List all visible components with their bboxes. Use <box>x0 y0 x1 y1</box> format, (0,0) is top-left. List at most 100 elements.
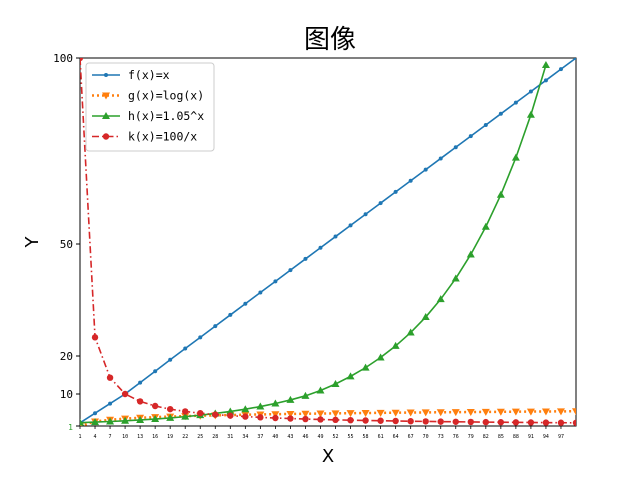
xtick-label: 1 <box>78 434 81 440</box>
legend-label: h(x)=1.05^x <box>128 109 204 123</box>
point-g-x-43 <box>286 410 295 418</box>
point-g-x-73 <box>436 409 445 417</box>
point-h-x-10 <box>121 416 130 424</box>
ytick-label: 1 <box>68 423 73 432</box>
legend-label: k(x)=100/x <box>128 130 197 144</box>
point-h-x-46 <box>301 391 310 399</box>
point-h-x-31 <box>226 407 235 415</box>
legend-label: f(x)=x <box>128 68 170 82</box>
xtick-label: 13 <box>137 434 143 440</box>
point-g-x-76 <box>451 409 460 417</box>
point-f-x-43 <box>288 268 293 273</box>
point-k-x-58 <box>362 417 369 424</box>
point-h-x-13 <box>136 415 145 423</box>
point-k-x-16 <box>151 402 159 410</box>
xtick-label: 58 <box>363 434 369 440</box>
point-f-x-28 <box>213 324 218 329</box>
xtick-label: 88 <box>513 434 519 440</box>
plot-frame <box>79 57 577 427</box>
point-f-x-31 <box>228 312 233 317</box>
point-g-x-91 <box>526 408 535 416</box>
line-f-x <box>80 58 576 424</box>
point-g-x-94 <box>541 408 550 416</box>
point-f-x-55 <box>348 223 353 228</box>
point-h-x-70 <box>421 313 430 321</box>
point-f-x-85 <box>498 111 503 116</box>
y-axis-label: Y <box>22 236 43 249</box>
point-k-x-34 <box>242 413 249 420</box>
point-f-x-94 <box>543 78 548 83</box>
point-k-x-1 <box>80 58 84 62</box>
xtick-label: 55 <box>348 434 354 440</box>
point-f-x-100 <box>574 58 576 60</box>
point-f-x-88 <box>513 100 518 105</box>
xtick-label: 67 <box>408 434 414 440</box>
xtick-label: 28 <box>212 434 218 440</box>
point-k-x-76 <box>452 418 459 425</box>
legend-item-f-x: f(x)=x <box>92 68 170 82</box>
chart-title: 图像 <box>304 25 356 55</box>
point-h-x-55 <box>346 372 355 380</box>
legend-marker <box>102 112 110 119</box>
point-h-x-79 <box>466 250 475 258</box>
point-f-x-34 <box>243 301 248 306</box>
point-h-x-16 <box>151 415 160 423</box>
point-f-x-49 <box>318 245 323 250</box>
point-h-x-1 <box>80 418 84 426</box>
point-k-x-4 <box>91 334 99 341</box>
point-f-x-52 <box>333 234 338 239</box>
point-h-x-64 <box>391 341 400 349</box>
point-k-x-70 <box>422 418 429 425</box>
point-h-x-67 <box>406 328 415 336</box>
xtick-label: 16 <box>152 434 158 440</box>
xtick-label: 31 <box>227 434 233 440</box>
point-h-x-52 <box>331 379 340 387</box>
point-h-x-19 <box>166 413 175 421</box>
point-g-x-97 <box>556 408 565 416</box>
point-k-x-85 <box>497 419 505 426</box>
legend-item-g-x: g(x)=log(x) <box>92 89 204 103</box>
point-f-x-13 <box>138 380 143 385</box>
point-g-x-61 <box>376 409 385 417</box>
point-f-x-4 <box>93 411 98 416</box>
x-axis: 1 4 7 10 13 16 19 22 25 28 31 34 37 40 43 46 49 52 55 58 61 6… <box>78 426 564 440</box>
point-f-x-25 <box>198 335 203 340</box>
point-k-x-19 <box>166 405 174 413</box>
point-k-x-94 <box>542 419 550 426</box>
legend-item-h-x: h(x)=1.05^x <box>92 109 204 123</box>
point-k-x-46 <box>302 415 309 423</box>
point-k-x-37 <box>257 414 264 421</box>
point-k-x-97 <box>557 419 565 426</box>
xtick-label: 76 <box>453 434 459 440</box>
xtick-label: 79 <box>468 434 474 440</box>
point-h-x-40 <box>271 399 280 407</box>
xtick-label: 85 <box>498 434 504 440</box>
point-f-x-58 <box>363 212 368 217</box>
point-g-x-64 <box>391 409 400 417</box>
point-g-x-67 <box>406 409 415 417</box>
point-k-x-28 <box>212 411 219 418</box>
line-h-x <box>80 64 547 424</box>
point-k-x-67 <box>407 418 414 425</box>
point-g-x-79 <box>466 409 475 417</box>
point-g-x-100 <box>572 408 576 416</box>
xtick-label: 7 <box>109 434 112 440</box>
point-g-x-88 <box>511 408 520 416</box>
xtick-label: 94 <box>543 434 549 440</box>
point-f-x-67 <box>408 178 413 183</box>
xtick-label: 97 <box>558 434 564 440</box>
point-k-x-22 <box>182 408 189 415</box>
point-k-x-13 <box>136 398 144 405</box>
point-k-x-82 <box>482 418 490 426</box>
point-h-x-37 <box>256 402 265 410</box>
point-k-x-100 <box>572 419 576 426</box>
series-k-x <box>80 58 576 426</box>
point-k-x-7 <box>106 374 114 381</box>
point-f-x-37 <box>258 290 263 295</box>
point-f-x-97 <box>558 67 563 72</box>
point-g-x-82 <box>481 408 490 416</box>
point-f-x-70 <box>423 167 428 172</box>
point-k-x-40 <box>272 414 279 422</box>
series-layer <box>80 58 576 426</box>
